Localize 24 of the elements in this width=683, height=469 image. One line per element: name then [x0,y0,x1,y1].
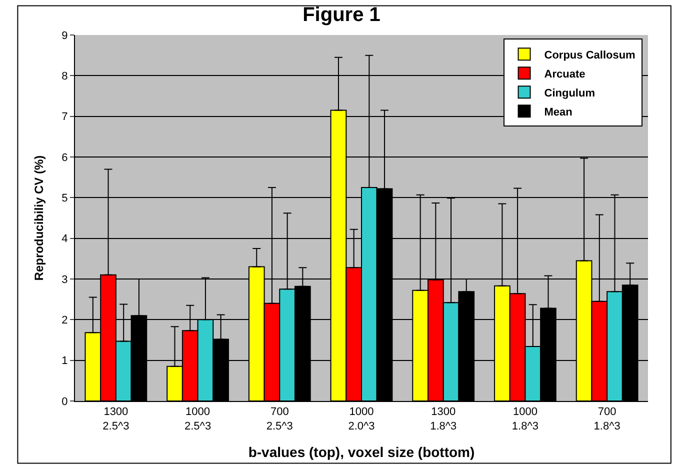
x-tick-label: 700 1.8^3 [594,406,620,432]
legend-label: Arcuate [544,68,586,80]
y-tick-label: 2 [62,314,68,327]
y-tick-label: 6 [62,152,68,164]
x-tick-label: 1300 1.8^3 [430,406,457,432]
x-tick-label: 1000 2.5^3 [184,406,212,432]
y-tick-label: 0 [62,396,68,408]
y-tick-label: 1 [62,355,68,368]
y-axis-title: Reproducibiliy CV (%) [32,155,46,281]
x-tick-label: 1000 2.0^3 [348,406,375,432]
y-tick-label: 5 [62,192,68,205]
x-tick-label: 1000 1.8^3 [512,406,538,432]
legend-label: Mean [544,106,573,118]
x-tick-label: 1300 2.5^3 [102,406,130,432]
y-tick-label: 3 [62,274,68,286]
chart-title: Figure 1 [302,4,380,26]
y-tick-label: 7 [62,111,68,124]
y-tick-label: 8 [62,70,68,83]
x-axis-title: b-values (top), voxel size (bottom) [248,444,475,460]
y-tick-label: 9 [62,30,68,42]
legend-label: Corpus Callosum [544,49,636,62]
legend-label: Cingulum [544,87,596,100]
y-tick-label: 4 [62,233,68,246]
x-tick-label: 700 2.5^3 [266,406,293,432]
